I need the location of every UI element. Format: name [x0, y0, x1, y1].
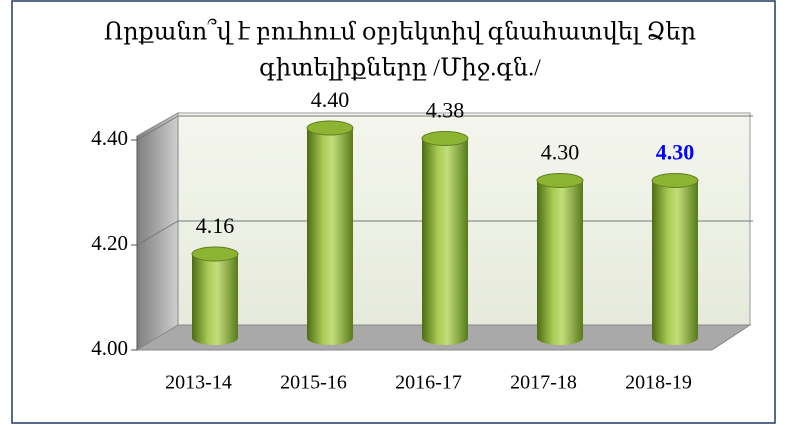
bar-top	[306, 120, 354, 136]
bar-top	[651, 173, 699, 188]
bar	[651, 173, 699, 345]
x-tick-label: 2017-18	[510, 372, 577, 394]
bar-top	[191, 246, 239, 262]
grid-line	[136, 220, 179, 246]
side-wall	[136, 112, 179, 351]
x-tick-label: 2015-16	[280, 372, 347, 394]
bar-top	[421, 131, 469, 146]
bar-body	[422, 138, 468, 345]
x-tick-label: 2013-14	[165, 372, 232, 394]
bar-body	[307, 128, 353, 345]
chart-title: Որքանո՞վ է բուհում օբյեկտիվ գնահատվել Ձե…	[104, 18, 696, 46]
x-tick-label: 2018-19	[625, 372, 692, 394]
chart-title: գիտելիքները /Միջ.գն./	[259, 56, 541, 82]
y-tick-label: 4.00	[91, 336, 128, 360]
value-label: 4.38	[426, 98, 465, 123]
bar-body	[537, 180, 583, 345]
bar	[191, 246, 239, 345]
bar	[421, 131, 469, 345]
y-tick-label: 4.40	[91, 126, 128, 150]
value-label: 4.16	[196, 213, 235, 238]
x-tick-label: 2016-17	[395, 372, 462, 394]
value-label: 4.30	[541, 140, 580, 165]
bar-body	[652, 180, 698, 345]
y-tick-label: 4.20	[91, 231, 128, 255]
value-label: 4.30	[656, 140, 695, 165]
grid-line	[136, 115, 179, 141]
bar-top	[536, 173, 584, 188]
bar	[536, 173, 584, 345]
bar	[306, 120, 354, 345]
value-label: 4.40	[311, 87, 350, 112]
bar-body	[192, 254, 238, 345]
